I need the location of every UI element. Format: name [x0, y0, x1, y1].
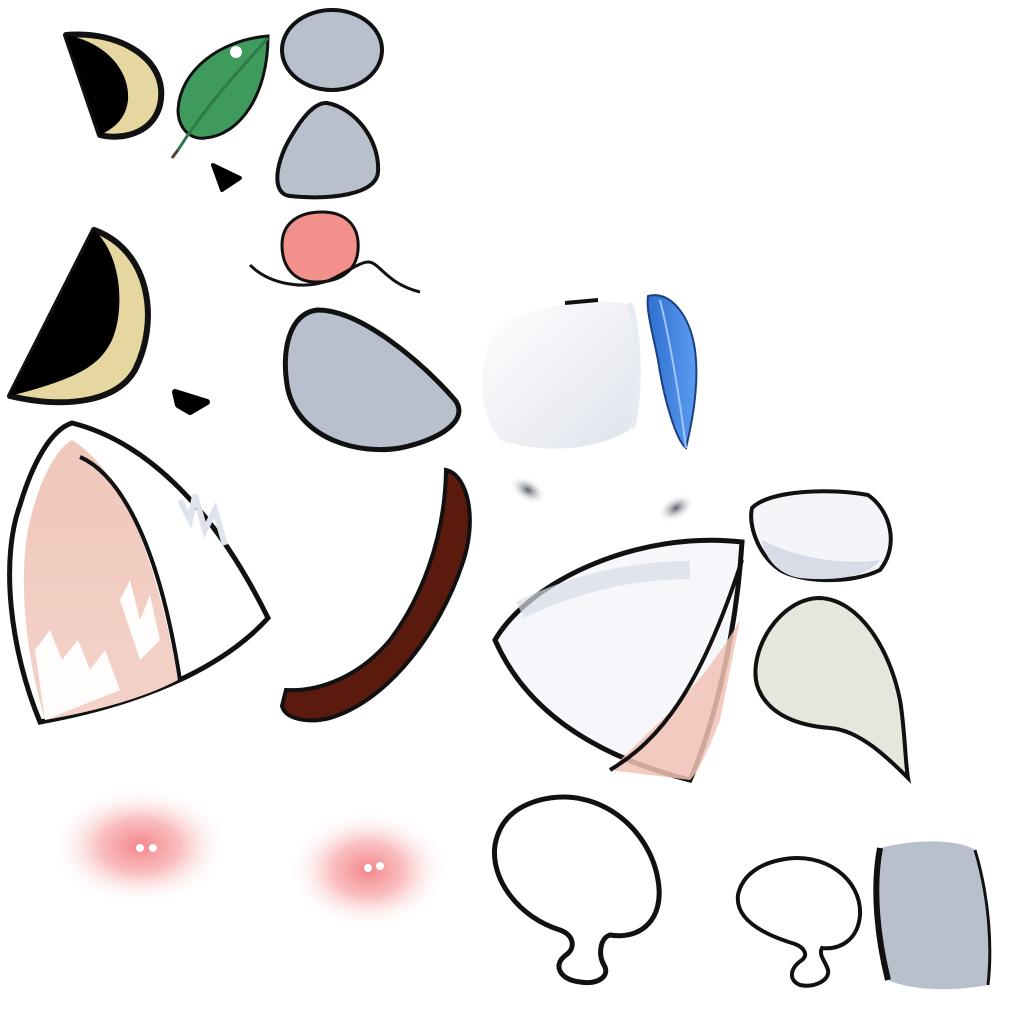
ear-right-icon — [492, 537, 745, 783]
mouth-curve-icon — [279, 467, 472, 723]
white-oval-icon — [749, 489, 893, 583]
grey-oval-icon — [280, 8, 384, 92]
tail-curl-icon — [753, 595, 911, 784]
grey-block-icon — [873, 841, 992, 990]
tongue-mouth-icon — [248, 210, 421, 294]
paw-outline-large-icon — [491, 794, 662, 986]
paw-outline-small-icon — [735, 856, 863, 988]
whisker-dot-right-icon — [657, 493, 695, 523]
white-fur-patch-icon — [482, 298, 641, 449]
eye-crescent-small-icon — [63, 31, 165, 140]
nose-small-icon — [211, 163, 242, 192]
eye-crescent-large-icon — [7, 227, 151, 406]
blush-right-icon — [288, 810, 448, 930]
blue-feather-icon — [646, 294, 698, 450]
ear-left-icon — [7, 420, 271, 725]
leaf-icon — [170, 34, 270, 159]
grey-rounded-triangle-icon — [275, 101, 381, 200]
nose-large-icon — [172, 389, 210, 415]
whisker-dot-left-icon — [509, 475, 547, 505]
blush-left-icon — [50, 786, 230, 906]
grey-paw-pad-icon — [282, 307, 462, 453]
